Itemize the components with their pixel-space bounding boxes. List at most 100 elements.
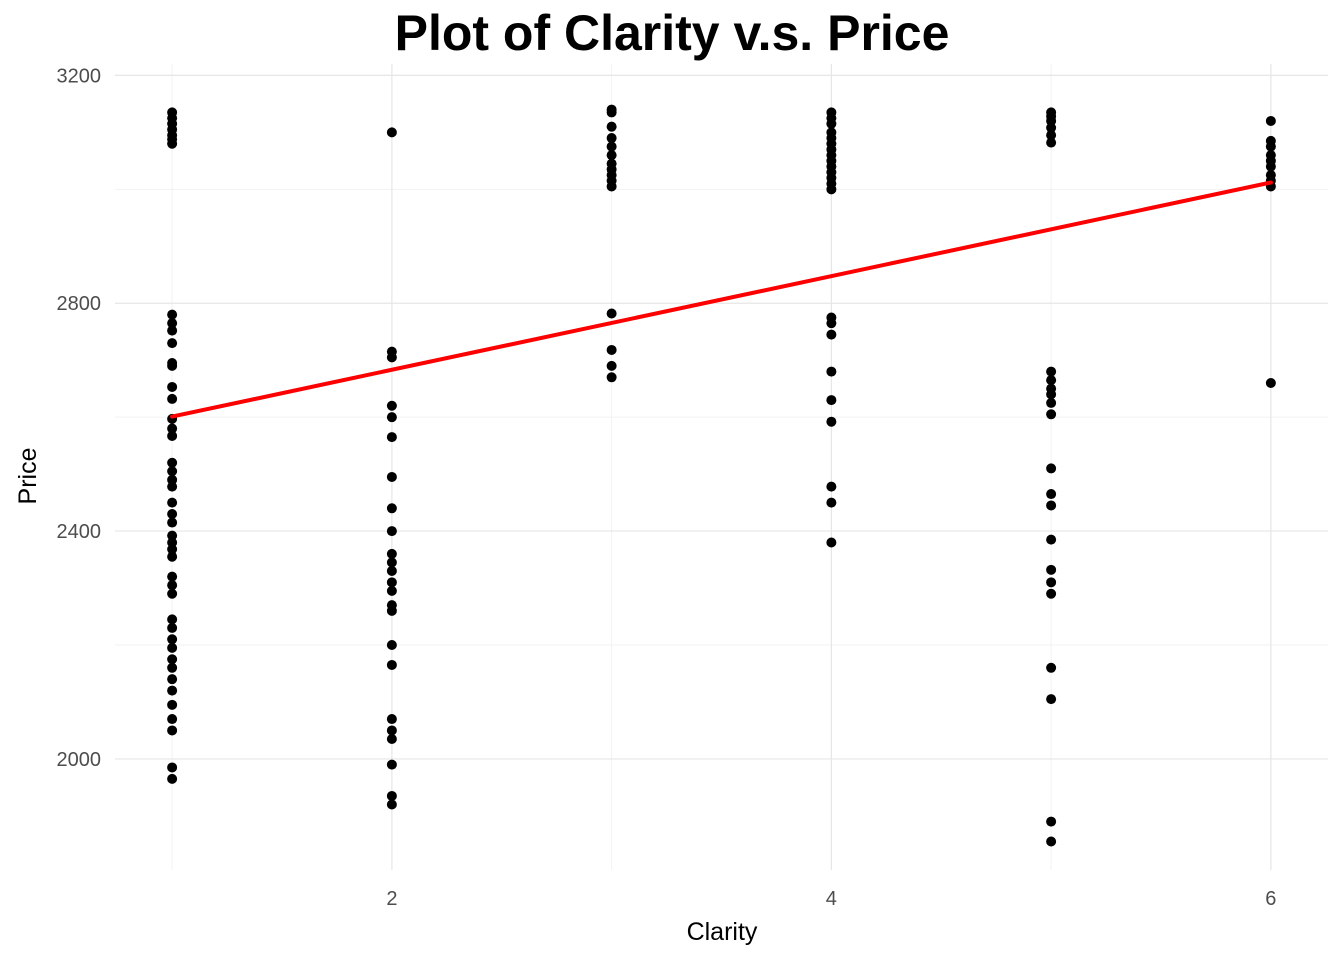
data-point bbox=[1265, 115, 1276, 126]
data-point bbox=[167, 430, 178, 441]
data-point bbox=[386, 352, 397, 363]
x-tick-labels: 2 4 6 bbox=[386, 888, 1276, 910]
data-point bbox=[386, 400, 397, 411]
data-point bbox=[826, 366, 837, 377]
data-point bbox=[167, 481, 178, 492]
data-point bbox=[1046, 122, 1057, 133]
data-point bbox=[1046, 130, 1057, 141]
data-point bbox=[826, 395, 837, 406]
data-point bbox=[386, 714, 397, 725]
data-point bbox=[167, 634, 178, 645]
data-point bbox=[1046, 397, 1057, 408]
data-point bbox=[1046, 588, 1057, 599]
data-point bbox=[1046, 389, 1057, 400]
data-point bbox=[1046, 500, 1057, 511]
data-point bbox=[167, 642, 178, 653]
data-point bbox=[606, 360, 617, 371]
data-point bbox=[167, 530, 178, 541]
data-point bbox=[167, 588, 178, 599]
data-point bbox=[386, 790, 397, 801]
data-point bbox=[167, 654, 178, 665]
data-point bbox=[386, 640, 397, 651]
data-point bbox=[1046, 115, 1057, 126]
data-point bbox=[386, 725, 397, 736]
data-point bbox=[606, 150, 617, 161]
data-points bbox=[167, 104, 1276, 847]
data-point bbox=[167, 423, 178, 434]
data-point bbox=[386, 432, 397, 443]
data-point bbox=[167, 662, 178, 673]
data-point bbox=[386, 412, 397, 423]
y-tick-labels: 2000 2400 2800 3200 bbox=[57, 65, 102, 771]
data-point bbox=[826, 184, 837, 195]
data-point bbox=[1046, 694, 1057, 705]
data-point bbox=[606, 141, 617, 152]
data-point bbox=[167, 544, 178, 555]
trendline-group bbox=[170, 180, 1273, 419]
x-tick-label: 2 bbox=[386, 888, 397, 910]
data-point bbox=[167, 614, 178, 625]
data-point bbox=[606, 308, 617, 319]
data-point bbox=[167, 138, 178, 149]
data-point bbox=[167, 457, 178, 468]
data-point bbox=[386, 557, 397, 568]
data-point bbox=[1265, 141, 1276, 152]
data-point bbox=[826, 329, 837, 340]
x-tick-label: 4 bbox=[826, 888, 837, 910]
data-point bbox=[386, 127, 397, 138]
data-point bbox=[167, 338, 178, 349]
data-point bbox=[386, 577, 397, 588]
data-point bbox=[167, 325, 178, 336]
data-point bbox=[167, 773, 178, 784]
data-point bbox=[826, 537, 837, 548]
data-point bbox=[386, 565, 397, 576]
data-point bbox=[826, 118, 837, 129]
data-point bbox=[606, 107, 617, 118]
data-point bbox=[386, 659, 397, 670]
data-point bbox=[826, 318, 837, 329]
data-point bbox=[1046, 489, 1057, 500]
data-point bbox=[1046, 836, 1057, 847]
data-point bbox=[167, 474, 178, 485]
data-point bbox=[1046, 816, 1057, 827]
data-point bbox=[606, 372, 617, 383]
data-point bbox=[167, 685, 178, 696]
data-point bbox=[167, 674, 178, 685]
major-gridlines bbox=[115, 64, 1328, 870]
y-axis-title: Price bbox=[14, 448, 42, 505]
data-point bbox=[167, 508, 178, 519]
data-point bbox=[606, 121, 617, 132]
data-point bbox=[826, 497, 837, 508]
data-point bbox=[167, 714, 178, 725]
data-point bbox=[1046, 409, 1057, 420]
data-point bbox=[167, 551, 178, 562]
data-point bbox=[167, 622, 178, 633]
chart-title: Plot of Clarity v.s. Price bbox=[394, 5, 950, 61]
data-point bbox=[167, 309, 178, 320]
data-point bbox=[167, 725, 178, 736]
data-point bbox=[606, 344, 617, 355]
data-point bbox=[386, 471, 397, 482]
data-point bbox=[1046, 463, 1057, 474]
y-tick-label: 2400 bbox=[57, 521, 102, 543]
data-point bbox=[1265, 161, 1276, 172]
data-point bbox=[1046, 564, 1057, 575]
data-point bbox=[386, 759, 397, 770]
x-axis-title: Clarity bbox=[687, 918, 758, 946]
data-point bbox=[167, 318, 178, 329]
data-point bbox=[606, 133, 617, 144]
data-point bbox=[167, 466, 178, 477]
y-tick-label: 3200 bbox=[57, 65, 102, 87]
data-point bbox=[167, 381, 178, 392]
data-point bbox=[167, 580, 178, 591]
data-point bbox=[167, 699, 178, 710]
data-point bbox=[167, 360, 178, 371]
data-point bbox=[386, 503, 397, 514]
data-point bbox=[1265, 377, 1276, 388]
data-point bbox=[1046, 366, 1057, 377]
data-point bbox=[386, 733, 397, 744]
data-point bbox=[386, 799, 397, 810]
data-point bbox=[167, 517, 178, 528]
data-point bbox=[167, 497, 178, 508]
